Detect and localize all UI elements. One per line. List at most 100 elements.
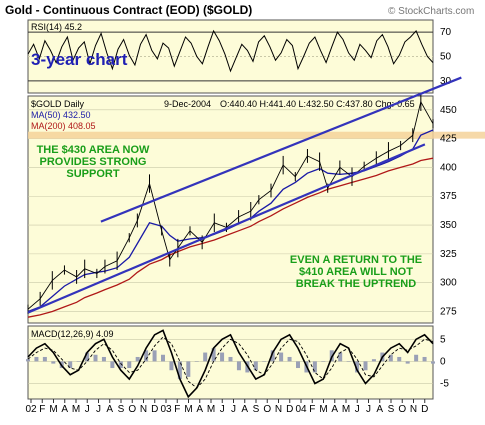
date-tick-label-15: A — [196, 404, 203, 415]
price-tick-label-1: 425 — [440, 134, 457, 145]
rsi-grid — [28, 31, 433, 82]
macd-histogram-bar — [296, 361, 300, 369]
rsi-series — [27, 29, 434, 73]
macd-histogram-bar — [414, 354, 419, 362]
ma50-legend: MA(50) 432.50 — [31, 110, 91, 120]
macd-histogram-bar — [355, 361, 360, 373]
macd-histogram-bar — [34, 356, 39, 362]
watermark: © StockCharts.com — [388, 6, 474, 17]
macd-histogram-bar — [194, 361, 199, 362]
date-tick-label-2: M — [49, 404, 57, 415]
support-note-line-3: SUPPORT — [66, 168, 119, 180]
ma200-line — [27, 157, 434, 318]
uptrend-note-line-3: BREAK THE UPTREND — [296, 278, 416, 290]
uptrend-note-line-2: $410 AREA WILL NOT — [299, 266, 413, 278]
macd-histogram-bar — [169, 361, 174, 371]
date-tick-label-1: F — [39, 404, 45, 415]
macd-tick-label-0: 5 — [440, 334, 446, 345]
macd-histogram-bar — [279, 352, 284, 362]
macd-tick-label-2: -5 — [440, 379, 449, 390]
macd-line — [27, 329, 434, 399]
macd-histogram-bar — [135, 356, 140, 362]
support-note-line-2: PROVIDES STRONG — [40, 156, 147, 168]
date-tick-label-30: J — [366, 404, 371, 415]
date-tick-label-25: F — [309, 404, 315, 415]
price-tick-label-3: 375 — [440, 191, 457, 202]
rsi-tick-label-1: 50 — [440, 52, 452, 63]
price-tick-label-4: 350 — [440, 220, 457, 231]
date-tick-label-35: D — [421, 404, 428, 415]
macd-histogram-bar — [51, 361, 56, 364]
macd-label: MACD(12,26,9) 4.09 — [31, 329, 114, 339]
macd-histogram-bar — [363, 361, 368, 371]
macd-histogram-bar — [144, 350, 149, 362]
rsi-tick-label-2: 30 — [440, 76, 452, 87]
support-band — [28, 131, 485, 139]
date-tick-label-31: A — [376, 404, 383, 415]
trend-channel — [27, 76, 462, 314]
date-axis: 02 F M A M J J A S O N D 03 F M A M J J A S O N D 04 F M A M J J A S O N D — [25, 399, 428, 415]
macd-histogram-bar — [270, 350, 275, 362]
macd-histogram-bar — [220, 352, 225, 362]
date-tick-label-10: N — [140, 404, 147, 415]
macd-histogram-bar — [388, 354, 393, 362]
date-tick-label-3: A — [61, 404, 68, 415]
macd-histogram-bar — [177, 361, 182, 380]
date-tick-label-12: 03 — [160, 404, 172, 415]
macd-histogram-bar — [85, 352, 90, 362]
macd-histogram-bar — [253, 361, 258, 371]
macd-histogram-bar — [127, 361, 132, 369]
macd-histogram-bar — [228, 356, 233, 362]
macd-histogram-bar — [42, 356, 47, 362]
date-tick-label-6: J — [96, 404, 101, 415]
channel-line-0 — [27, 143, 426, 314]
date-tick-label-28: M — [342, 404, 350, 415]
date-tick-label-21: O — [263, 404, 271, 415]
channel-line-1 — [100, 76, 462, 223]
date-tick-label-7: A — [106, 404, 113, 415]
support-note-line-1: THE $430 AREA NOW — [37, 144, 150, 156]
macd-histogram-bar — [68, 361, 73, 369]
price-tick-label-5: 325 — [440, 249, 457, 260]
date-tick-label-19: A — [241, 404, 248, 415]
rsi-axis: 70 50 30 — [440, 27, 452, 87]
macd-histogram-bar — [338, 352, 343, 362]
macd-histogram-bar — [312, 361, 317, 373]
macd-tick-label-1: 0 — [440, 356, 446, 367]
macd-histogram-bar — [93, 354, 98, 362]
date-tick-label-26: M — [319, 404, 327, 415]
date-tick-label-16: M — [207, 404, 215, 415]
macd-histogram-bar — [262, 361, 267, 362]
macd-histogram-bar — [236, 361, 241, 371]
date-label: 9-Dec-2004 — [164, 99, 211, 109]
date-tick-label-27: A — [331, 404, 338, 415]
price-tick-label-0: 450 — [440, 105, 457, 116]
macd-histogram-bar — [101, 356, 106, 362]
macd-histogram-bar — [211, 348, 216, 362]
rsi-line — [27, 29, 434, 73]
price-axis: 450 425 400 375 350 325 300 275 — [440, 105, 457, 318]
macd-histogram-bar — [371, 359, 376, 362]
date-tick-label-5: J — [85, 404, 90, 415]
price-tick-label-6: 300 — [440, 278, 457, 289]
macd-histogram-bar — [186, 361, 191, 377]
macd-histogram-bar — [203, 352, 208, 362]
date-tick-label-8: S — [118, 404, 125, 415]
macd-histogram-bar — [287, 356, 292, 362]
date-tick-label-9: O — [128, 404, 136, 415]
date-tick-label-14: M — [184, 404, 192, 415]
macd-axis: 5 0 -5 — [440, 334, 449, 389]
date-tick-label-18: J — [231, 404, 236, 415]
macd-histogram-bar — [405, 361, 410, 364]
instrument-label: $GOLD Daily — [31, 99, 85, 109]
macd-histogram-bar — [397, 356, 402, 362]
macd-histogram-bar — [76, 361, 81, 362]
rsi-label: RSI(14) 45.2 — [31, 22, 82, 32]
date-tick-label-24: 04 — [295, 404, 307, 415]
chart-title: Gold - Continuous Contract (EOD) ($GOLD) — [5, 3, 252, 17]
rsi-tick-label-0: 70 — [440, 27, 452, 38]
date-tick-label-20: S — [253, 404, 260, 415]
macd-histogram-bar — [161, 354, 165, 362]
